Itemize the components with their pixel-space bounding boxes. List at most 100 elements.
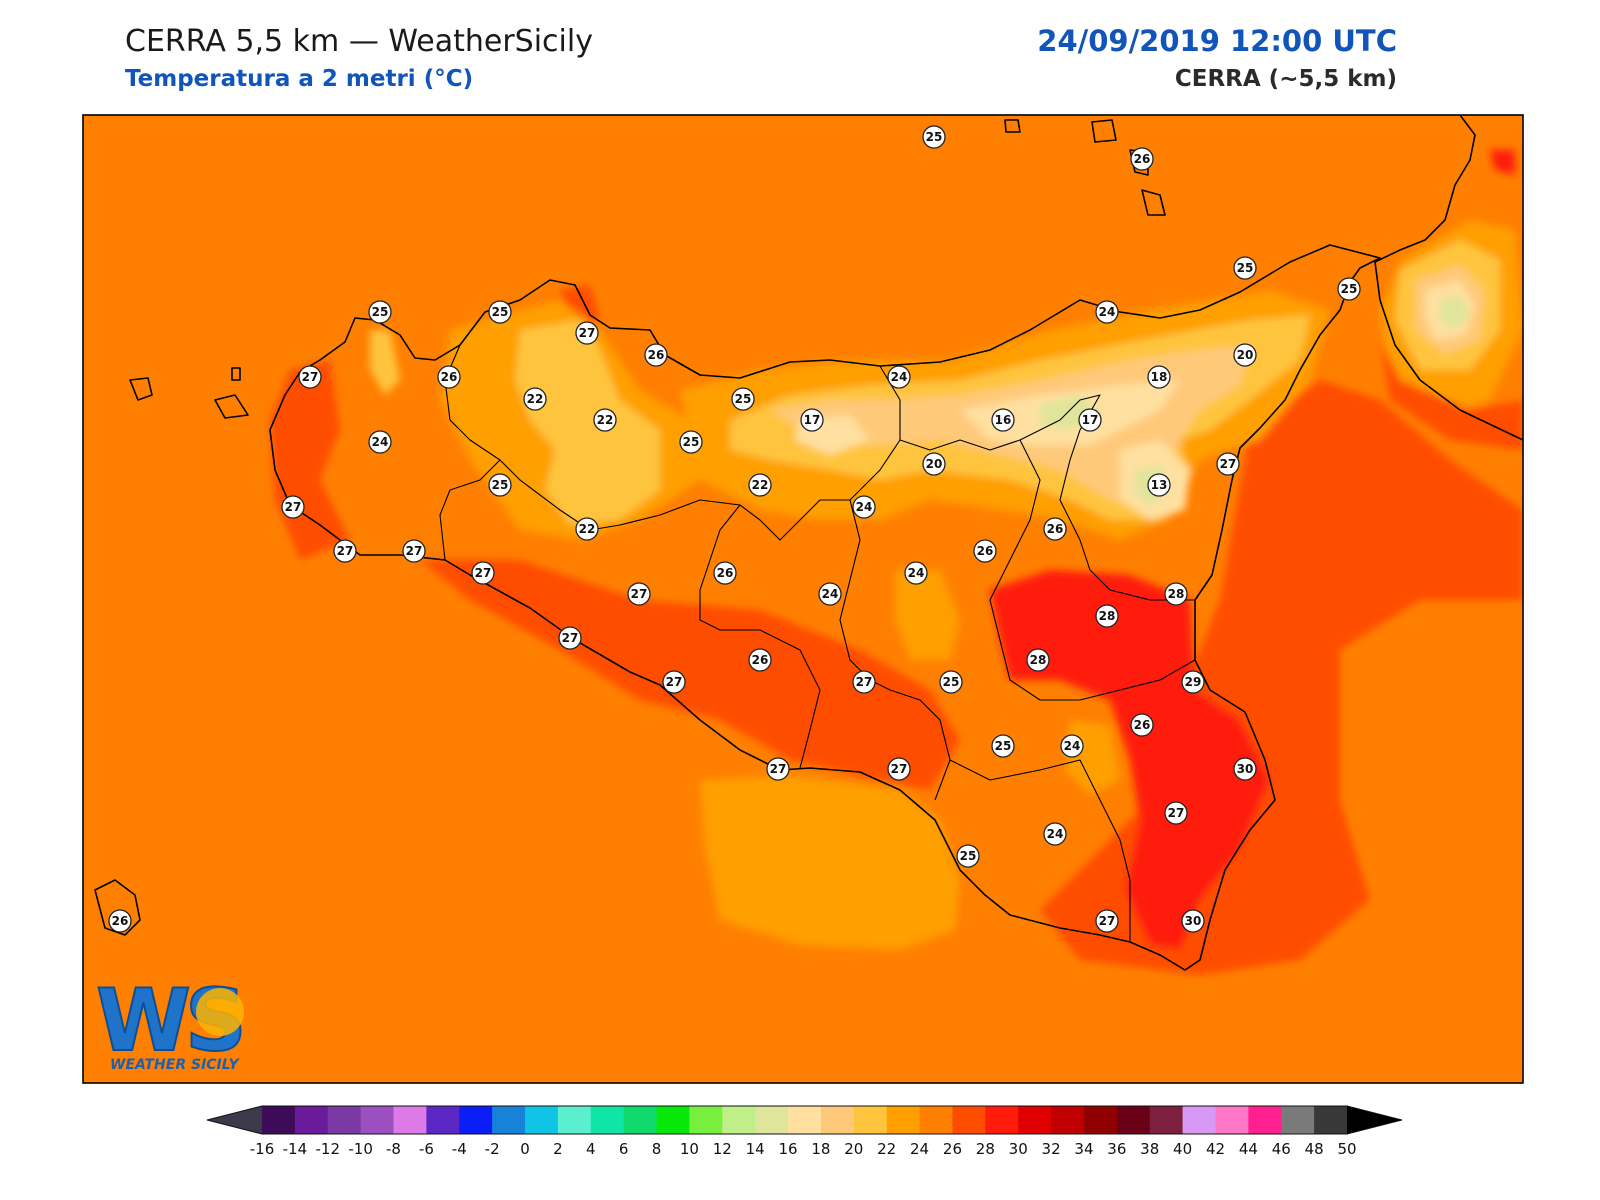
- station-temperature-value: 26: [977, 544, 994, 558]
- coastlines: [94, 115, 1523, 971]
- colorbar-tick-labels: -16 -14 -12 -10 -8 -6 -4 -2 0 2 4 6 8 10 12 14 16 18 20 22 2…: [250, 1140, 1357, 1158]
- station-temperature-value: 30: [1237, 762, 1254, 776]
- border-catania-ragusa-siracusa: [949, 759, 1131, 942]
- station-circle: [488, 300, 512, 324]
- station-temperature-value: 24: [1047, 827, 1064, 841]
- colorbar-tick-label: 30: [1009, 1140, 1028, 1158]
- colorbar-tick-label: 48: [1305, 1140, 1324, 1158]
- station-circle: [298, 365, 322, 389]
- station-temperature-value: 26: [1134, 152, 1151, 166]
- station-temperature-value: 27: [406, 544, 423, 558]
- station-marker: 27: [852, 670, 876, 694]
- station-marker: 25: [679, 430, 703, 454]
- station-circle: [471, 561, 495, 585]
- colorbar-tick-label: -4: [452, 1140, 467, 1158]
- field-28-30-east-edge: [1490, 150, 1515, 175]
- station-circle: [1181, 670, 1205, 694]
- station-circle: [558, 626, 582, 650]
- station-circle: [922, 452, 946, 476]
- map-variable-subtitle: Temperatura a 2 metri (°C): [125, 66, 474, 92]
- station-circle: [1164, 582, 1188, 606]
- colorbar-tick-label: 10: [680, 1140, 699, 1158]
- station-temperature-value: 27: [475, 566, 492, 580]
- border-enna-catania: [989, 439, 1196, 701]
- station-marker: 27: [1095, 909, 1119, 933]
- station-circle: [108, 909, 132, 933]
- station-marker: 27: [627, 582, 651, 606]
- colorbar-swatch: [360, 1106, 395, 1134]
- station-circle: [1095, 604, 1119, 628]
- station-marker: 24: [1060, 734, 1084, 758]
- colorbar-tick-label: -14: [283, 1140, 308, 1158]
- colorbar-tick-label: 38: [1140, 1140, 1159, 1158]
- colorbar-swatch: [623, 1106, 658, 1134]
- colorbar-swatch: [1083, 1106, 1118, 1134]
- colorbar-tick-label: 40: [1173, 1140, 1192, 1158]
- station-marker: 27: [402, 539, 426, 563]
- station-marker: 26: [1130, 713, 1154, 737]
- colorbar-swatch: [689, 1106, 723, 1134]
- station-marker: 24: [887, 365, 911, 389]
- station-marker: 24: [904, 561, 928, 585]
- colorbar-swatch: [294, 1106, 329, 1134]
- station-marker: 27: [558, 626, 582, 650]
- station-marker: 24: [818, 582, 842, 606]
- station-temperature-value: 22: [527, 392, 544, 406]
- station-temperature-value: 27: [666, 675, 683, 689]
- station-circle: [956, 844, 980, 868]
- station-marker: 27: [333, 539, 357, 563]
- station-temperature-value: 24: [891, 370, 908, 384]
- station-temperature-value: 17: [804, 413, 821, 427]
- station-temperature-value: 27: [1168, 806, 1185, 820]
- station-temperature-value: 20: [926, 457, 943, 471]
- station-circle: [575, 321, 599, 345]
- lipari-islands: [1004, 119, 1166, 216]
- station-temperature-value: 30: [1185, 914, 1202, 928]
- station-temperature-value: 25: [735, 392, 752, 406]
- station-marker: 16: [991, 408, 1015, 432]
- field-20-22-west-2: [370, 330, 400, 395]
- station-marker: 30: [1181, 909, 1205, 933]
- station-marker: 18: [1147, 365, 1171, 389]
- station-marker: 22: [523, 387, 547, 411]
- station-marker: 26: [1130, 147, 1154, 171]
- map-title: CERRA 5,5 km — WeatherSicily: [125, 24, 593, 59]
- station-temperature-value: 24: [856, 500, 873, 514]
- colorbar-swatch: [1248, 1106, 1282, 1134]
- colorbar-swatch: [1051, 1106, 1085, 1134]
- colorbar-tick-label: 4: [586, 1140, 596, 1158]
- field-28-30-catania: [990, 570, 1270, 950]
- colorbar-swatch: [853, 1106, 888, 1134]
- station-circle: [644, 343, 668, 367]
- station-circle: [1130, 147, 1154, 171]
- station-circle: [1233, 343, 1257, 367]
- station-temperature-value: 25: [1341, 282, 1358, 296]
- colorbar-swatch: [459, 1106, 493, 1134]
- station-temperature-value: 26: [1047, 522, 1064, 536]
- station-marker: 26: [973, 539, 997, 563]
- station-circle: [800, 408, 824, 432]
- station-circle: [939, 670, 963, 694]
- colorbar-tick-label: 50: [1337, 1140, 1356, 1158]
- station-marker: 24: [368, 430, 392, 454]
- field-20-22-west: [515, 320, 660, 525]
- station-marker: 28: [1026, 648, 1050, 672]
- field-22-24-sw-sea: [700, 775, 960, 950]
- colorbar-tick-label: 14: [746, 1140, 765, 1158]
- station-marker: 26: [108, 909, 132, 933]
- station-temperature-labels: 25 26 25 25 25 25 27 26 24 20 27 26 24 18 22 25 22 17 16 17…: [108, 125, 1361, 933]
- station-marker: 26: [748, 648, 772, 672]
- station-marker: 22: [575, 517, 599, 541]
- colorbar-tick-label: -16: [250, 1140, 275, 1158]
- logo-brand-text: WEATHER SICILY: [110, 1057, 241, 1073]
- station-circle: [852, 670, 876, 694]
- colorbar-tick-label: 12: [713, 1140, 732, 1158]
- station-temperature-value: 27: [302, 370, 319, 384]
- border-agrigento-caltanissetta: [699, 504, 821, 769]
- station-temperature-value: 26: [112, 914, 129, 928]
- station-marker: 17: [1078, 408, 1102, 432]
- station-circle: [731, 387, 755, 411]
- colorbar-tick-label: 2: [553, 1140, 563, 1158]
- station-circle: [922, 125, 946, 149]
- station-circle: [887, 757, 911, 781]
